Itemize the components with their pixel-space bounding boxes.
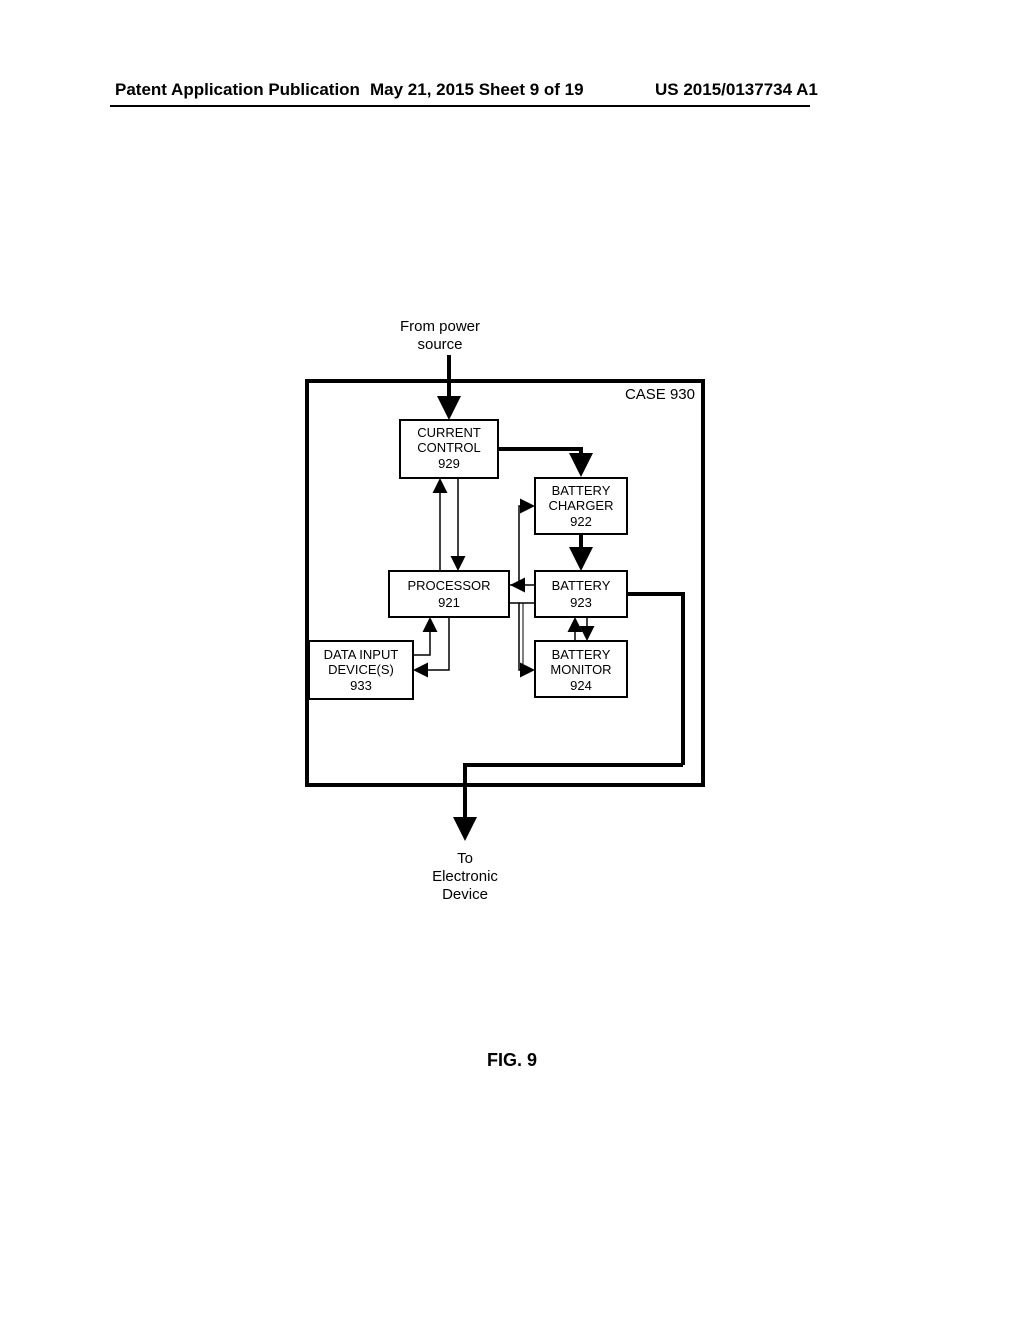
current-control-ref: 929 bbox=[438, 456, 460, 471]
data-input-l1: DATA INPUT bbox=[324, 647, 399, 662]
header-right: US 2015/0137734 A1 bbox=[655, 80, 818, 100]
current-control-l2: CONTROL bbox=[417, 440, 481, 455]
processor-l1: PROCESSOR bbox=[407, 578, 490, 593]
battery-monitor-l1: BATTERY bbox=[552, 647, 611, 662]
arrow-proc-to-data bbox=[416, 617, 449, 670]
battery-l1: BATTERY bbox=[552, 578, 611, 593]
arrow-output bbox=[465, 765, 683, 835]
battery-monitor-l2: MONITOR bbox=[550, 662, 611, 677]
figure-text: FIG. 9 bbox=[487, 1050, 537, 1070]
data-input-ref: 933 bbox=[350, 678, 372, 693]
header-left: Patent Application Publication bbox=[115, 80, 360, 100]
to-device-text: To Electronic Device bbox=[432, 850, 498, 903]
line-battery-out bbox=[627, 594, 683, 765]
arrow-proc-to-charger bbox=[509, 506, 532, 585]
arrow-proc-to-monitor bbox=[509, 603, 532, 670]
case-label: CASE 930 bbox=[625, 386, 695, 403]
to-device-label: To Electronic Device bbox=[420, 850, 510, 904]
current-control-l1: CURRENT bbox=[417, 425, 481, 440]
arrow-data-to-proc bbox=[413, 620, 430, 655]
figure-label: FIG. 9 bbox=[0, 1050, 1024, 1071]
header-mid: May 21, 2015 Sheet 9 of 19 bbox=[370, 80, 584, 100]
battery-charger-l1: BATTERY bbox=[552, 483, 611, 498]
battery-charger-ref: 922 bbox=[570, 514, 592, 529]
processor-ref: 921 bbox=[438, 595, 460, 610]
data-input-l2: DEVICE(S) bbox=[328, 662, 394, 677]
arrow-cc-to-charger bbox=[498, 449, 581, 471]
battery-ref: 923 bbox=[570, 595, 592, 610]
battery-monitor-ref: 924 bbox=[570, 678, 592, 693]
block-diagram: CASE 930 CURRENT CONTROL 929 BATTERY CHA… bbox=[295, 315, 715, 1045]
battery-charger-l2: CHARGER bbox=[548, 498, 613, 513]
diagram-svg: CASE 930 CURRENT CONTROL 929 BATTERY CHA… bbox=[295, 315, 715, 875]
header-rule bbox=[110, 105, 810, 107]
